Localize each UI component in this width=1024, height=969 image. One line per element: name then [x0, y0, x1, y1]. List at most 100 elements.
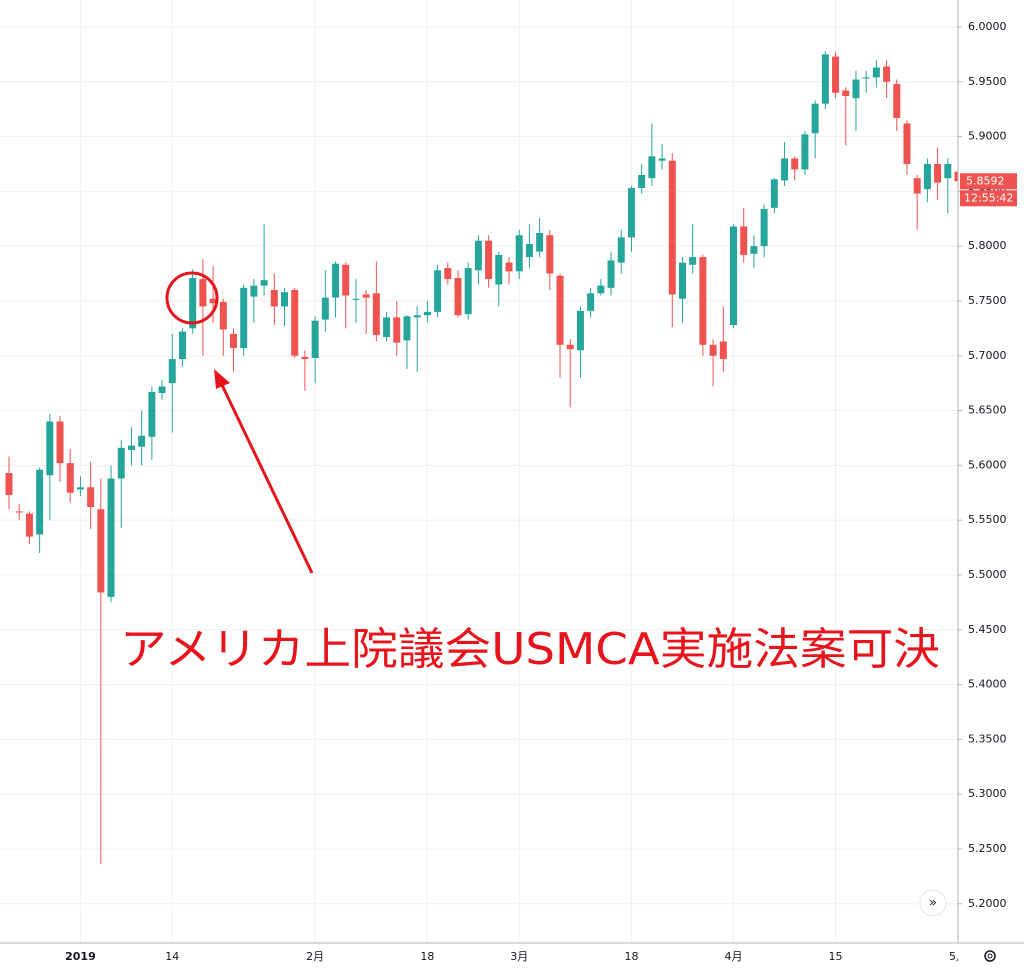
y-tick-label: 5.3000: [968, 787, 1007, 800]
candle-body: [158, 386, 166, 394]
highlight-circle: [165, 271, 219, 325]
candle-body: [546, 235, 554, 274]
candle-body: [607, 260, 615, 288]
candle-body: [903, 123, 911, 164]
candle-body: [270, 290, 278, 307]
candle-body: [260, 280, 268, 286]
price-tag-label: 5.8592: [966, 174, 1005, 187]
candle-body: [117, 447, 125, 479]
candle-body: [699, 257, 707, 345]
candle-body: [423, 311, 431, 316]
candle-body: [852, 79, 860, 99]
countdown-label: 12:55:42: [964, 191, 1013, 204]
candle-body: [760, 208, 768, 247]
candle-body: [832, 56, 840, 93]
candle-body: [87, 487, 95, 508]
candle-body: [821, 54, 829, 104]
candle-body: [321, 297, 329, 320]
candle-body: [556, 275, 564, 345]
x-tick-label: 15: [829, 950, 843, 963]
candle-body: [587, 293, 595, 311]
candle-body: [15, 511, 23, 513]
x-tick-label: 5月: [949, 950, 967, 963]
candle-body: [627, 188, 635, 238]
candle-body: [311, 320, 319, 358]
candle-body: [362, 294, 370, 298]
candle-body: [668, 160, 676, 295]
candle-body: [168, 359, 176, 384]
candle-body: [97, 509, 105, 593]
candle-body: [76, 487, 84, 490]
candle-body: [872, 67, 880, 78]
countdown-tag: [960, 190, 1017, 207]
candle-body: [250, 285, 258, 297]
candle-body: [525, 243, 533, 258]
candle-body: [740, 226, 748, 255]
y-tick-label: 5.4500: [968, 623, 1007, 636]
candle-body: [332, 263, 340, 298]
y-tick-label: 5.5500: [968, 513, 1007, 526]
candle-body: [403, 316, 411, 341]
candle-body: [505, 262, 513, 272]
y-tick-label: 5.9500: [968, 75, 1007, 88]
candle-body: [383, 317, 391, 338]
candle-body: [229, 333, 237, 349]
candle-body: [913, 178, 921, 194]
candle-body: [444, 268, 452, 280]
y-tick-label: 5.2500: [968, 842, 1007, 855]
candle-body: [566, 344, 574, 350]
candle-body: [454, 277, 462, 316]
price-tags: 5.8592 12:55:42: [960, 173, 1017, 207]
candle-body: [342, 264, 350, 296]
candle-body: [209, 298, 217, 304]
candle-body: [127, 445, 135, 451]
y-tick-label: 5.7500: [968, 294, 1007, 307]
x-tick-label: 14: [165, 950, 179, 963]
candle-body: [413, 315, 421, 318]
x-axis: 2019 14 2月 18 3月 18 4月 15 5月: [65, 950, 967, 963]
candle-body: [678, 262, 686, 299]
candle-body: [474, 240, 482, 271]
candle-body: [25, 513, 33, 537]
y-tick-label: 5.4000: [968, 678, 1007, 691]
candle-body: [719, 341, 727, 360]
candle-body: [862, 77, 870, 79]
candle-body: [658, 158, 666, 161]
x-tick-label: 18: [624, 950, 638, 963]
candle-body: [730, 226, 738, 326]
candle-body: [189, 277, 197, 329]
y-tick-label: 5.2000: [968, 897, 1007, 910]
x-tick-label: 2月: [306, 950, 324, 963]
candle-body: [536, 233, 544, 252]
candle-body: [56, 421, 64, 464]
candle-body: [36, 469, 44, 535]
candle-body: [770, 179, 778, 208]
candle-body: [393, 317, 401, 343]
y-axis: 5.2000 5.2500 5.3000 5.3500 5.4000 5.4500 5.50…: [958, 20, 1007, 910]
candle-body: [178, 331, 186, 360]
candle-body: [219, 302, 227, 330]
settings-icon[interactable]: [984, 950, 996, 962]
candle-body: [597, 285, 605, 294]
candle-body: [372, 293, 380, 335]
candle-body: [781, 158, 789, 181]
candles: [5, 51, 962, 865]
candle-body: [291, 290, 299, 356]
y-tick-label: 6.0000: [968, 20, 1007, 33]
candle-body: [638, 174, 646, 189]
arrow-shaft: [220, 384, 314, 574]
y-tick-label: 5.5000: [968, 568, 1007, 581]
candle-body: [434, 270, 442, 312]
candle-body: [648, 156, 656, 179]
price-axis-panel: [958, 0, 1024, 969]
candle-body: [352, 298, 360, 300]
y-tick-label: 5.6000: [968, 458, 1007, 471]
x-tick-label: 18: [420, 950, 434, 963]
grid: [0, 0, 959, 943]
candle-body: [883, 66, 891, 82]
scroll-button[interactable]: [919, 889, 947, 917]
candle-body: [66, 463, 74, 493]
scroll-icon: »: [929, 896, 937, 911]
y-tick-label: 5.7000: [968, 349, 1007, 362]
